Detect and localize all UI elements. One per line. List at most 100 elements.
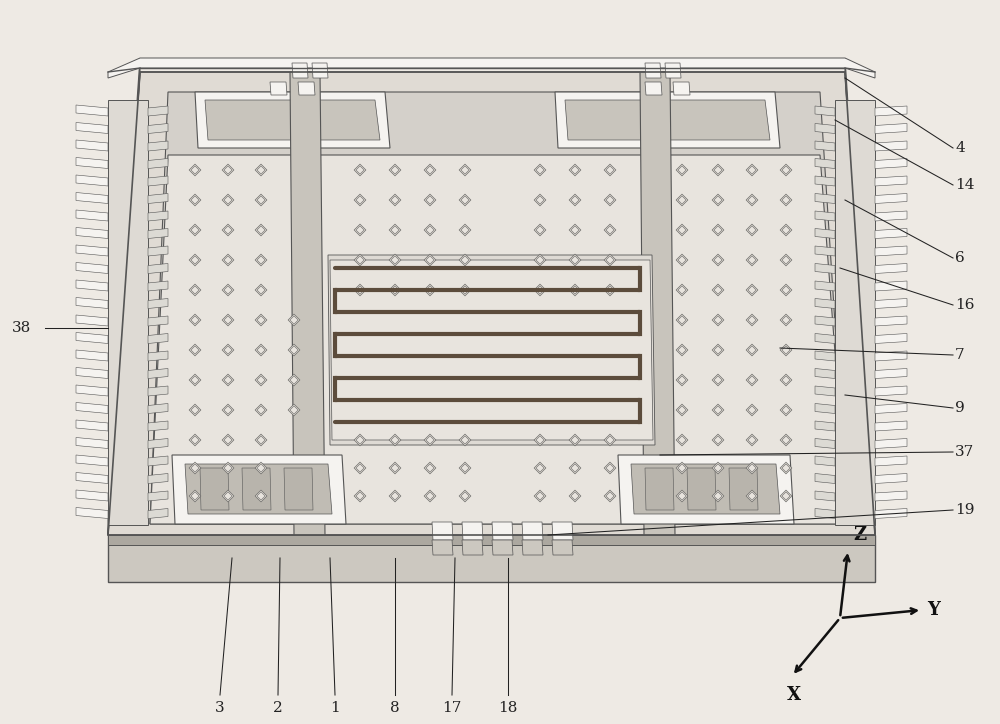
- Polygon shape: [782, 492, 790, 500]
- Polygon shape: [224, 376, 232, 384]
- Polygon shape: [676, 254, 688, 266]
- Polygon shape: [606, 436, 614, 444]
- Polygon shape: [189, 344, 201, 356]
- Polygon shape: [148, 141, 168, 151]
- Polygon shape: [76, 263, 108, 274]
- Polygon shape: [714, 492, 722, 500]
- Polygon shape: [288, 344, 300, 356]
- Polygon shape: [290, 406, 298, 414]
- Polygon shape: [191, 316, 199, 324]
- Polygon shape: [815, 159, 835, 169]
- Polygon shape: [687, 468, 716, 510]
- Polygon shape: [712, 490, 724, 502]
- Polygon shape: [189, 374, 201, 386]
- Polygon shape: [712, 344, 724, 356]
- Polygon shape: [815, 141, 835, 151]
- Polygon shape: [712, 164, 724, 176]
- Polygon shape: [678, 286, 686, 294]
- Polygon shape: [76, 385, 108, 396]
- Polygon shape: [604, 462, 616, 474]
- Polygon shape: [222, 254, 234, 266]
- Polygon shape: [424, 194, 436, 206]
- Polygon shape: [150, 155, 848, 524]
- Polygon shape: [815, 403, 835, 413]
- Polygon shape: [191, 346, 199, 354]
- Polygon shape: [571, 226, 579, 234]
- Polygon shape: [189, 490, 201, 502]
- Polygon shape: [288, 314, 300, 326]
- Polygon shape: [815, 439, 835, 448]
- Polygon shape: [354, 194, 366, 206]
- Polygon shape: [522, 522, 543, 540]
- Polygon shape: [604, 194, 616, 206]
- Polygon shape: [782, 346, 790, 354]
- Polygon shape: [748, 492, 756, 500]
- Polygon shape: [678, 256, 686, 264]
- Polygon shape: [571, 196, 579, 204]
- Polygon shape: [189, 284, 201, 296]
- Polygon shape: [189, 462, 201, 474]
- Polygon shape: [780, 284, 792, 296]
- Polygon shape: [189, 224, 201, 236]
- Polygon shape: [424, 284, 436, 296]
- Polygon shape: [354, 462, 366, 474]
- Polygon shape: [426, 492, 434, 500]
- Polygon shape: [534, 254, 546, 266]
- Polygon shape: [257, 406, 265, 414]
- Polygon shape: [631, 464, 780, 514]
- Polygon shape: [356, 492, 364, 500]
- Polygon shape: [815, 386, 835, 396]
- Text: 3: 3: [215, 701, 225, 715]
- Polygon shape: [645, 82, 662, 95]
- Polygon shape: [712, 434, 724, 446]
- Polygon shape: [714, 256, 722, 264]
- Polygon shape: [148, 264, 168, 274]
- Polygon shape: [76, 490, 108, 501]
- Polygon shape: [748, 226, 756, 234]
- Polygon shape: [426, 464, 434, 472]
- Polygon shape: [665, 63, 681, 78]
- Polygon shape: [459, 490, 471, 502]
- Polygon shape: [815, 229, 835, 238]
- Polygon shape: [678, 464, 686, 472]
- Polygon shape: [255, 344, 267, 356]
- Polygon shape: [780, 462, 792, 474]
- Polygon shape: [815, 176, 835, 186]
- Polygon shape: [536, 492, 544, 500]
- Polygon shape: [714, 196, 722, 204]
- Polygon shape: [255, 254, 267, 266]
- Polygon shape: [224, 166, 232, 174]
- Polygon shape: [461, 166, 469, 174]
- Polygon shape: [76, 437, 108, 448]
- Polygon shape: [714, 464, 722, 472]
- Polygon shape: [815, 124, 835, 133]
- Polygon shape: [746, 194, 758, 206]
- Polygon shape: [76, 473, 108, 484]
- Polygon shape: [676, 284, 688, 296]
- Polygon shape: [76, 350, 108, 361]
- Polygon shape: [534, 224, 546, 236]
- Polygon shape: [712, 254, 724, 266]
- Text: 17: 17: [442, 701, 462, 715]
- Polygon shape: [270, 82, 287, 95]
- Polygon shape: [224, 226, 232, 234]
- Polygon shape: [191, 166, 199, 174]
- Polygon shape: [536, 196, 544, 204]
- Polygon shape: [461, 256, 469, 264]
- Polygon shape: [835, 100, 875, 525]
- Polygon shape: [815, 246, 835, 256]
- Polygon shape: [189, 194, 201, 206]
- Polygon shape: [534, 434, 546, 446]
- Polygon shape: [459, 434, 471, 446]
- Polygon shape: [782, 196, 790, 204]
- Text: 37: 37: [955, 445, 974, 459]
- Polygon shape: [224, 316, 232, 324]
- Polygon shape: [875, 334, 907, 343]
- Polygon shape: [815, 508, 835, 518]
- Polygon shape: [148, 316, 168, 326]
- Polygon shape: [148, 403, 168, 413]
- Polygon shape: [676, 434, 688, 446]
- Polygon shape: [255, 462, 267, 474]
- Polygon shape: [222, 164, 234, 176]
- Polygon shape: [354, 434, 366, 446]
